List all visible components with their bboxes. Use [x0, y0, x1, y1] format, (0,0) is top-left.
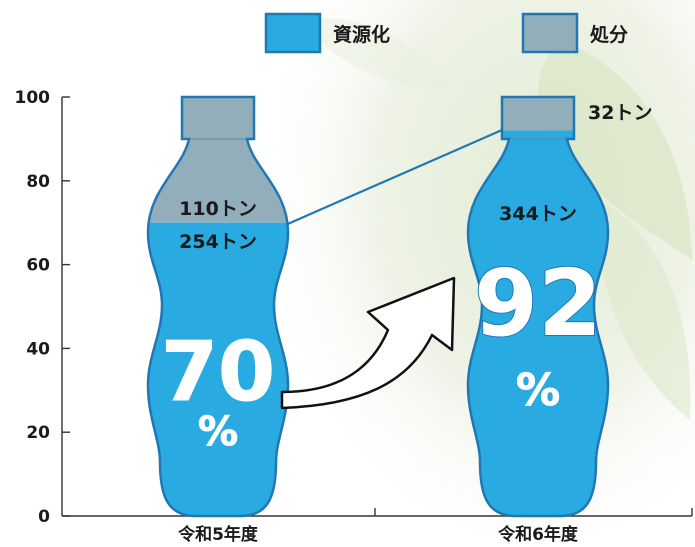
percent-unit: %: [516, 365, 560, 416]
y-tick-label: 0: [38, 507, 50, 527]
axes: 0 20 40 60 80 100 令和5年度 令和6年度: [15, 88, 693, 545]
percent-unit: %: [198, 409, 238, 455]
bottle-outline: [466, 95, 610, 518]
data-labels: 110トン 254トン 32トン 344トン 70% 92%: [160, 102, 652, 456]
amount-label-disposal: 110トン: [179, 198, 257, 220]
bar-recycle: [148, 222, 288, 516]
bar-recycle: [468, 130, 608, 516]
percent-value: 92: [474, 250, 602, 357]
connector: [280, 128, 503, 410]
y-tick-label: 20: [26, 423, 50, 443]
legend-swatch-recycle: [264, 12, 322, 54]
connector-line: [285, 128, 503, 226]
y-tick-label: 60: [26, 256, 50, 276]
bottle-outline: [146, 95, 290, 518]
legend-label-disposal: 処分: [590, 23, 628, 46]
y-ticks: 0 20 40 60 80 100: [15, 88, 70, 527]
y-tick-label: 80: [26, 172, 50, 192]
y-tick-label: 100: [15, 88, 51, 108]
legend-swatch-disposal: [521, 12, 579, 54]
legend: 資源化 処分: [264, 12, 628, 54]
amount-label-disposal: 32トン: [588, 102, 652, 124]
percent-value: 70: [161, 325, 275, 420]
amount-label-recycle: 344トン: [499, 203, 577, 225]
x-tick-label: 令和6年度: [498, 524, 579, 545]
growth-arrow: [280, 276, 456, 410]
x-ticks: 令和5年度 令和6年度: [178, 508, 693, 545]
x-tick-label: 令和5年度: [178, 524, 259, 545]
legend-label-recycle: 資源化: [333, 23, 390, 46]
amount-label-recycle: 254トン: [179, 231, 257, 253]
y-tick-label: 40: [26, 339, 50, 359]
